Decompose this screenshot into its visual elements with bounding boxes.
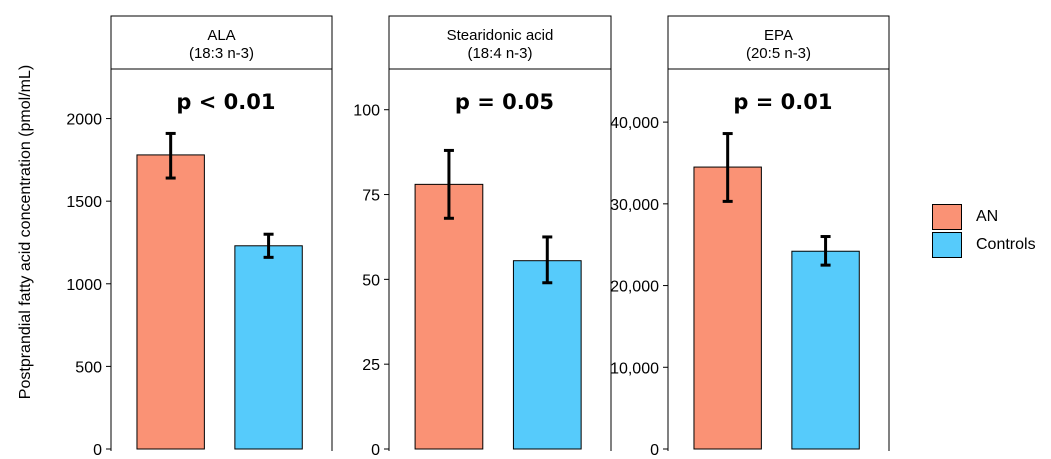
legend: AN Controls — [932, 203, 1036, 259]
legend-swatch-controls — [932, 232, 962, 258]
y-axis-label-container: Postprandial fatty acid concentration (p… — [17, 65, 34, 399]
panel-subtitle: (20:5 n-3) — [746, 45, 811, 62]
bar-controls — [791, 250, 860, 450]
y-tick-label: 0 — [371, 442, 380, 459]
p-value-annotation: p = 0.05 — [455, 90, 554, 114]
panel-strip — [388, 15, 612, 70]
y-tick-label: 1500 — [66, 194, 102, 211]
bar-an — [414, 183, 484, 450]
y-tick-label: 40,000 — [610, 115, 659, 132]
y-tick-label: 50 — [362, 272, 380, 289]
y-tick-label: 0 — [650, 442, 659, 459]
legend-label-an: AN — [976, 208, 999, 225]
panel-title: Stearidonic acid — [447, 27, 554, 44]
y-tick-label: 10,000 — [610, 360, 659, 377]
legend-swatch-an — [932, 204, 962, 230]
y-tick-label: 500 — [75, 359, 102, 376]
panel-1: ALA(18:3 n-3) 0 500 1000 1500 2000 p < 0.01 — [66, 15, 333, 459]
legend-item-an: AN — [932, 203, 1036, 231]
bar-an — [136, 154, 205, 450]
legend-label-controls: Controls — [976, 236, 1036, 253]
panel-2: Stearidonic acid(18:4 n-3) 0 25 50 75 100 p = … — [353, 15, 612, 459]
bar-controls — [512, 260, 582, 450]
y-tick-label: 2000 — [66, 112, 102, 129]
y-axis-label: Postprandial fatty acid concentration (p… — [17, 65, 34, 399]
bar-an — [693, 166, 762, 450]
y-tick-label: 100 — [353, 103, 380, 120]
y-tick-label: 30,000 — [610, 197, 659, 214]
bar-controls — [234, 245, 303, 450]
panel-subtitle: (18:4 n-3) — [467, 45, 532, 62]
y-tick-label: 20,000 — [610, 279, 659, 296]
y-tick-label: 0 — [93, 442, 102, 459]
panel-strip — [110, 15, 333, 70]
y-tick-label: 25 — [362, 357, 380, 374]
y-tick-label: 75 — [362, 188, 380, 205]
y-tick-label: 1000 — [66, 277, 102, 294]
panel-strip — [667, 15, 890, 70]
panel-3: EPA(20:5 n-3) 0 10,000 20,000 30,000 40,000 p … — [610, 15, 890, 459]
p-value-annotation: p = 0.01 — [733, 90, 832, 114]
panel-title: ALA — [207, 27, 235, 44]
panel-subtitle: (18:3 n-3) — [189, 45, 254, 62]
p-value-annotation: p < 0.01 — [176, 90, 275, 114]
legend-item-controls: Controls — [932, 231, 1036, 259]
panel-title: EPA — [764, 27, 793, 44]
